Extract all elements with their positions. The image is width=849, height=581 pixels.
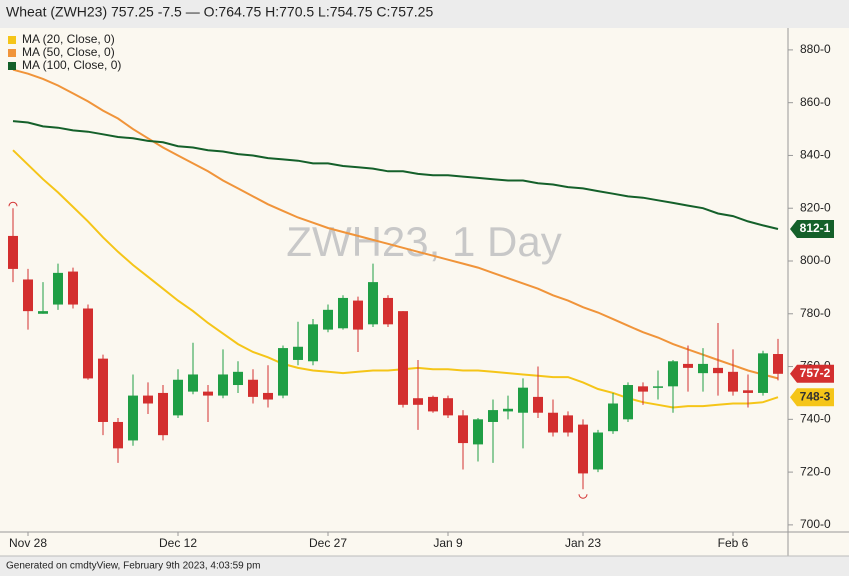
candle-body (713, 367, 723, 374)
x-tick-label: Jan 23 (565, 536, 601, 550)
candle-body (383, 297, 393, 325)
candle-body (443, 398, 453, 416)
candle-body (308, 324, 318, 362)
y-tick-label: 700-0 (800, 517, 831, 531)
candle-body (23, 279, 33, 312)
candle-body (548, 412, 558, 433)
last-value-label: 748-3 (800, 389, 831, 403)
candle-body (398, 311, 408, 405)
candle-body (323, 309, 333, 330)
y-tick-label: 720-0 (800, 464, 831, 478)
legend-label: MA (100, Close, 0) (22, 58, 121, 72)
candle-body (623, 385, 633, 420)
candle-body (38, 311, 48, 314)
candle-body (503, 408, 513, 412)
x-tick-label: Jan 9 (433, 536, 463, 550)
candle-body (743, 390, 753, 393)
candle-body (338, 297, 348, 329)
candle-body (218, 374, 228, 396)
candle-body (488, 410, 498, 422)
high-marker (8, 201, 18, 207)
candle-body (428, 396, 438, 412)
last-value-label: 812-1 (800, 221, 831, 235)
candle-body (653, 386, 663, 388)
candle-body (683, 363, 693, 368)
candle-body (248, 379, 258, 397)
candle-body (203, 391, 213, 396)
candle-body (563, 415, 573, 433)
ma-line (12, 120, 779, 230)
low-marker (578, 494, 588, 499)
candle-body (473, 419, 483, 445)
watermark: ZWH23, 1 Day (286, 218, 561, 265)
last-value-tag (790, 364, 834, 383)
last-value-tag (790, 388, 834, 407)
candle-body (188, 374, 198, 392)
candle-body (83, 308, 93, 379)
chart-title: Wheat (ZWH23) 757.25 -7.5 — O:764.75 H:7… (6, 4, 433, 20)
candle-body (728, 371, 738, 392)
candle-body (773, 354, 783, 374)
candle-body (668, 361, 678, 387)
footer: Generated on cmdtyView, February 9th 202… (6, 561, 260, 572)
candle-body (53, 272, 63, 305)
candle-body (278, 348, 288, 396)
candle-body (758, 353, 768, 393)
legend-swatch (8, 36, 16, 44)
candle-body (113, 421, 123, 449)
y-tick-label: 860-0 (800, 95, 831, 109)
candle-body (698, 363, 708, 374)
y-tick-label: 780-0 (800, 306, 831, 320)
x-tick-label: Dec 27 (309, 536, 347, 550)
last-value-label: 757-2 (800, 366, 831, 380)
x-tick-label: Feb 6 (718, 536, 749, 550)
candle-body (68, 271, 78, 305)
legend-swatch (8, 62, 16, 70)
legend-swatch (8, 49, 16, 57)
legend-label: MA (20, Close, 0) (22, 32, 115, 46)
ma-line (12, 68, 779, 380)
candle-body (293, 346, 303, 360)
candle-body (143, 395, 153, 404)
plot-area (0, 28, 788, 532)
candle-body (263, 392, 273, 400)
y-tick-label: 740-0 (800, 411, 831, 425)
y-tick-label: 840-0 (800, 148, 831, 162)
series-lines (12, 68, 779, 409)
candle-body (158, 392, 168, 436)
candle-body (593, 432, 603, 470)
candle-body (233, 371, 243, 386)
candle-body (578, 424, 588, 474)
y-tick-label: 880-0 (800, 42, 831, 56)
candle-body (173, 379, 183, 416)
y-tick-label: 820-0 (800, 200, 831, 214)
x-tick-label: Nov 28 (9, 536, 47, 550)
candle-body (458, 415, 468, 444)
candle-body (638, 386, 648, 392)
x-axis-area (0, 532, 788, 556)
y-tick-label: 800-0 (800, 253, 831, 267)
ma-line (12, 149, 779, 409)
x-tick-label: Dec 12 (159, 536, 197, 550)
last-value-tag (790, 220, 834, 239)
legend-label: MA (50, Close, 0) (22, 45, 115, 59)
candle-body (533, 396, 543, 413)
candle-body (128, 395, 138, 441)
candle-body (368, 282, 378, 325)
candle-body (608, 403, 618, 432)
candle-body (413, 398, 423, 405)
candle-body (98, 358, 108, 422)
candle-body (353, 300, 363, 330)
y-axis-area (788, 28, 849, 556)
candle-body (8, 235, 18, 269)
candle-body (518, 387, 528, 413)
